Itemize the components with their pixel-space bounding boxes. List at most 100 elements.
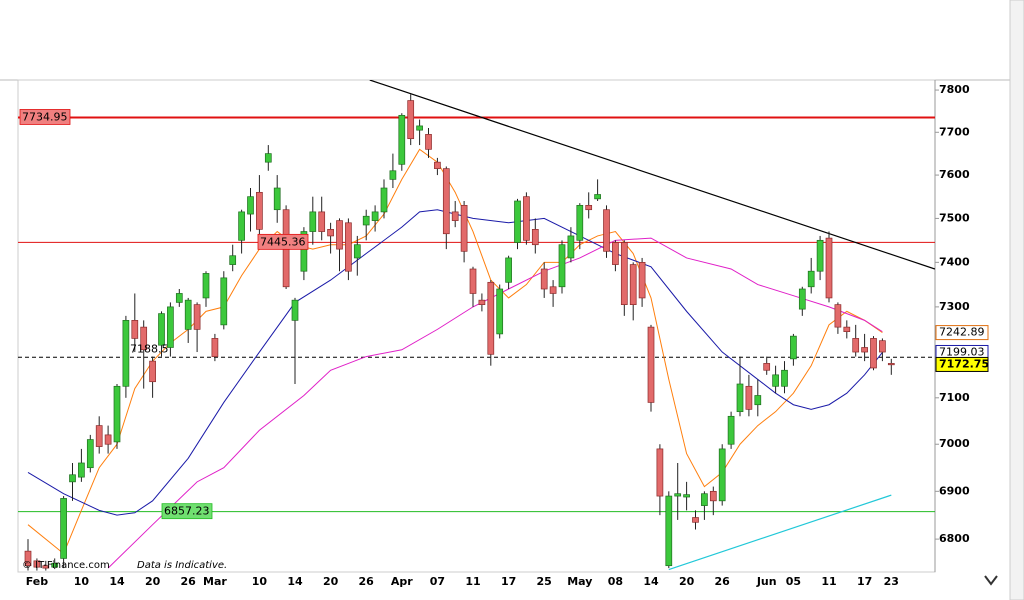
- scrollbar[interactable]: [1009, 0, 1024, 600]
- x-tick-label: 14: [643, 575, 659, 588]
- moving-average: [27, 209, 883, 516]
- x-tick-label: 08: [608, 575, 623, 588]
- candle-body: [158, 313, 165, 346]
- candle-body: [175, 293, 183, 303]
- candle-body: [505, 257, 512, 283]
- candle-body: [51, 562, 59, 568]
- candle-body: [220, 277, 228, 326]
- candle-body: [264, 153, 272, 163]
- candle-body: [834, 304, 842, 328]
- x-tick-label: 20: [145, 575, 161, 588]
- y-tick-label: 7600: [939, 168, 970, 181]
- plot-area: [18, 80, 935, 571]
- y-tick-label: 7300: [939, 300, 970, 313]
- candle-body: [727, 415, 735, 445]
- x-tick-label: 10: [74, 575, 90, 588]
- disclaimer: Data is Indicative.: [137, 560, 227, 571]
- candle-body: [478, 299, 486, 305]
- x-tick-label: 11: [821, 575, 836, 588]
- candle-body: [211, 338, 219, 357]
- candle-body: [460, 205, 468, 252]
- candle-body: [576, 205, 584, 241]
- candle-body: [371, 211, 379, 221]
- y-tick-label: 6800: [939, 532, 970, 545]
- copyright: © IT-Finance.com: [22, 560, 110, 571]
- candle-body: [300, 231, 308, 272]
- candle-body: [247, 196, 254, 215]
- scroll-arrow[interactable]: [984, 575, 998, 586]
- candle-body: [229, 255, 237, 265]
- candle-body: [861, 347, 868, 353]
- candle-body: [558, 244, 566, 288]
- candle-body: [870, 338, 877, 369]
- candle-body: [95, 425, 103, 447]
- candle-body: [825, 237, 833, 299]
- candle-body: [167, 306, 174, 348]
- level-label: 6857.23: [164, 505, 210, 518]
- candle-body: [798, 288, 806, 310]
- candle-body: [772, 374, 779, 387]
- y-tick-label: 7100: [939, 391, 970, 404]
- candle-body: [193, 304, 201, 330]
- trendline: [668, 494, 892, 571]
- x-tick-label: 26: [359, 575, 375, 588]
- candle-body: [692, 517, 699, 523]
- level-label: 7188.5: [130, 342, 169, 355]
- candle-body: [60, 498, 67, 559]
- y-tick-label: 7800: [939, 83, 970, 96]
- candle-body: [718, 448, 726, 502]
- level-label: 7734.95: [22, 110, 68, 123]
- candle-body: [754, 395, 762, 406]
- candle-body: [389, 170, 397, 180]
- candle-body: [603, 209, 610, 252]
- candle-body: [362, 215, 370, 226]
- candle-body: [594, 194, 601, 200]
- x-tick-label: May: [567, 575, 592, 588]
- candle-body: [674, 493, 682, 497]
- trendline: [369, 80, 935, 270]
- y-tick-label: 7400: [939, 255, 970, 268]
- candle-body: [567, 235, 575, 259]
- candle-body: [86, 439, 94, 469]
- candle-body: [104, 434, 112, 445]
- x-tick-label: 17: [501, 575, 516, 588]
- x-tick-label: Mar: [203, 575, 227, 588]
- candle-body: [380, 187, 388, 213]
- x-tick-label: Apr: [391, 575, 413, 588]
- x-tick-label: 26: [181, 575, 197, 588]
- candle-body: [487, 281, 495, 355]
- candle-body: [745, 385, 753, 410]
- candle-body: [416, 125, 423, 131]
- y-tick-label: 7000: [939, 437, 970, 450]
- candle-body: [33, 560, 41, 568]
- candle-body: [78, 462, 85, 478]
- candle-body: [451, 211, 459, 221]
- level-label-box: [161, 503, 213, 520]
- candle-body: [879, 340, 886, 353]
- candle-body: [816, 239, 824, 272]
- x-tick-label: 11: [465, 575, 480, 588]
- x-tick-label: 25: [537, 575, 552, 588]
- level-label: 7445.36: [260, 235, 306, 248]
- x-tick-label: 20: [679, 575, 695, 588]
- candle-body: [514, 200, 521, 243]
- candle-body: [327, 229, 334, 237]
- candle-body: [434, 161, 441, 169]
- candle-body: [398, 114, 406, 165]
- candle-body: [425, 134, 432, 150]
- candle-body: [781, 369, 788, 387]
- candle-body: [469, 268, 477, 294]
- price-tag: 7172.75: [939, 357, 989, 370]
- candle-body: [807, 270, 815, 288]
- level-label-box: [19, 109, 71, 125]
- x-tick-label: 20: [323, 575, 339, 588]
- candle-body: [407, 100, 415, 140]
- candle-body: [647, 326, 655, 403]
- candle-body: [701, 493, 708, 506]
- candle-body: [496, 288, 504, 335]
- candle-body: [318, 211, 326, 232]
- candle-body: [763, 363, 771, 371]
- x-tick-label: 05: [786, 575, 801, 588]
- candle-body: [549, 286, 557, 294]
